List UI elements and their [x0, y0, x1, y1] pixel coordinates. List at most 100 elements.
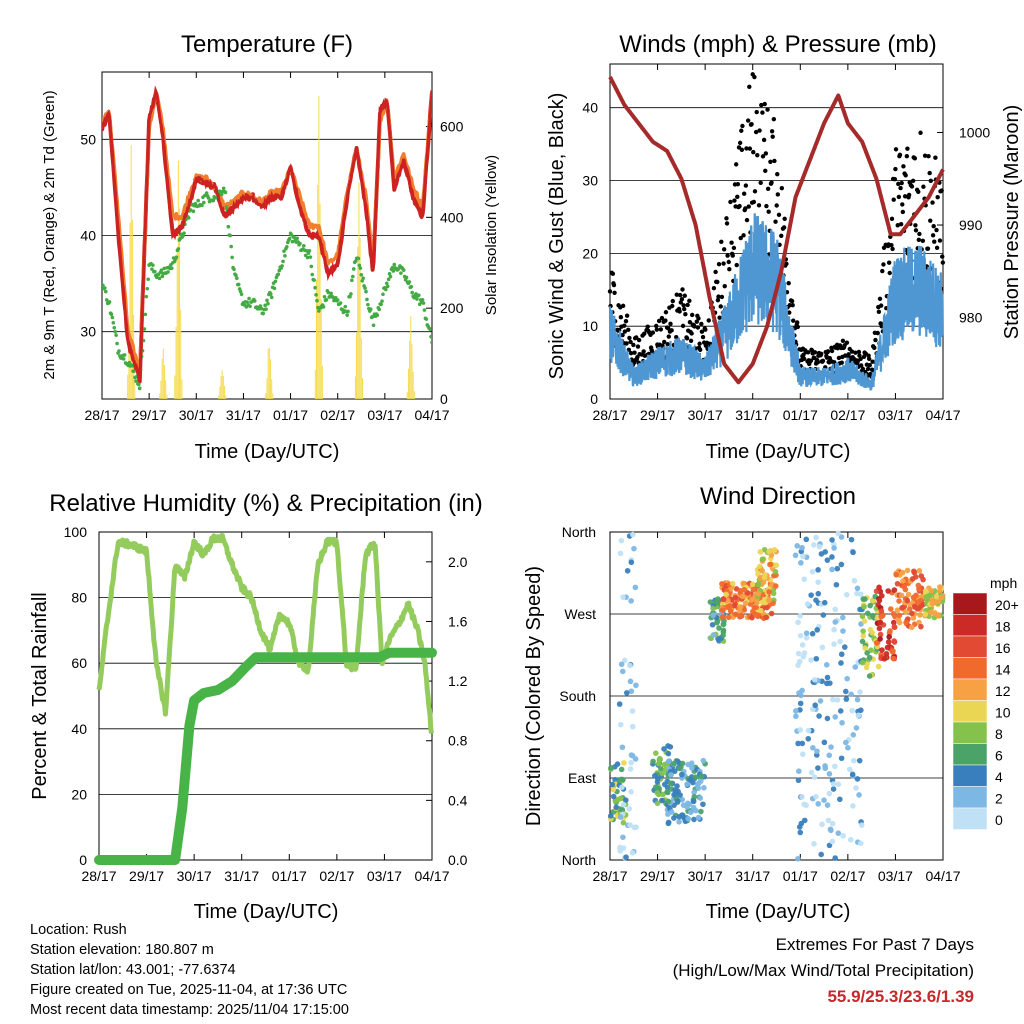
wind-direction-point [627, 766, 634, 772]
wind-gust-point [927, 170, 932, 176]
wind-direction-point [841, 644, 848, 650]
wind-gust-point [760, 110, 765, 115]
wind-gust-point [930, 233, 936, 238]
wind-gust-point [711, 286, 717, 291]
wind-gust-point [877, 296, 883, 301]
wind-gust-point [636, 337, 642, 343]
dewpoint-point [338, 301, 343, 305]
wind-direction-point [671, 760, 677, 767]
wind-direction-point [819, 821, 825, 828]
wind-direction-point [857, 606, 863, 613]
wind-direction-point [696, 780, 702, 786]
wind-direction-point [659, 770, 666, 777]
wind-direction-point [653, 750, 659, 756]
wind-direction-point [618, 776, 625, 783]
dewpoint-point [349, 292, 353, 296]
dewpoint-point [392, 262, 397, 267]
wind-direction-point [857, 689, 863, 695]
wind-gust-point [722, 283, 727, 289]
wind-gust-point [763, 151, 769, 156]
dewpoint-point [371, 323, 376, 328]
wind-direction-point [908, 624, 915, 631]
wind-direction-point [674, 798, 681, 804]
wind-gust-point [658, 327, 664, 332]
wind-direction-point [619, 784, 625, 791]
wind-direction-point [826, 790, 833, 797]
dewpoint-point [287, 236, 292, 241]
dewpoint-point [272, 286, 277, 291]
wind-direction-point [733, 611, 739, 617]
wind-gust-point [682, 293, 687, 298]
colorbar-label: 6 [995, 748, 1003, 764]
wind-direction-point [697, 795, 704, 801]
wind-gust-point [753, 129, 759, 135]
wind-direction-point [820, 612, 827, 618]
wind-direction-point [738, 612, 745, 619]
wind-direction-point [896, 598, 902, 604]
dewpoint-point [277, 268, 282, 273]
wind-direction-point [654, 790, 661, 796]
wind-direction-title: Wind Direction [700, 483, 856, 510]
wind-direction-point [901, 583, 907, 590]
wind-direction-point [628, 598, 634, 604]
x-tick-label: 03/17 [367, 407, 402, 423]
wind-direction-point [618, 537, 625, 544]
wind-direction-point [608, 765, 614, 771]
wind-direction-point [826, 771, 833, 777]
wind-gust-point [695, 325, 701, 330]
colorbar-swatch [952, 786, 988, 809]
y-tick-label: 40 [80, 228, 96, 244]
y2-tick-label: 200 [440, 300, 464, 316]
temp-2m-line-overlay [102, 85, 432, 383]
wind-direction-point [770, 600, 776, 607]
wind-direction-point [620, 834, 626, 841]
dewpoint-point [321, 305, 326, 309]
wind-gust-point [737, 203, 742, 209]
dewpoint-point [226, 224, 231, 229]
dewpoint-point [422, 308, 427, 312]
wind-gust-point [741, 191, 747, 196]
wind-direction-point [891, 638, 897, 644]
dewpoint-point [428, 327, 432, 331]
wind-gust-point [747, 146, 753, 151]
wind-direction-point [830, 786, 837, 792]
wind-direction-point [631, 545, 637, 552]
wind-direction-point [811, 676, 818, 683]
x-tick-label: 04/17 [925, 407, 960, 423]
wind-gust-point [762, 101, 767, 107]
wind-direction-point [891, 587, 898, 593]
wind-direction-point [759, 556, 766, 563]
wind-direction-point [922, 611, 929, 618]
wind-direction-point [623, 797, 629, 803]
wind-direction-point [700, 801, 706, 808]
wind-direction-point [623, 690, 630, 696]
wind-gust-point [787, 310, 792, 315]
wind-direction-point [856, 757, 863, 764]
wind-gust-point [896, 181, 901, 187]
dewpoint-point [162, 266, 167, 271]
wind-gust-point [610, 271, 616, 276]
dewpoint-point [245, 300, 249, 304]
wind-gust-point [898, 185, 903, 191]
dewpoint-point [417, 293, 421, 298]
wind-direction-point [910, 594, 917, 601]
wind-direction-point [633, 824, 639, 830]
wind-direction-point [798, 820, 805, 827]
wind-direction-point [676, 765, 683, 772]
dewpoint-point [107, 300, 112, 304]
dewpoint-point [370, 314, 375, 319]
wind-direction-point [609, 781, 615, 788]
wind-direction-point [805, 735, 812, 742]
wind-direction-point [916, 568, 923, 574]
wind-gust-point [768, 159, 773, 164]
wind-direction-point [864, 610, 871, 617]
dewpoint-point [263, 303, 267, 308]
wind-direction-point [684, 781, 690, 787]
wind-direction-point [914, 599, 921, 606]
y-tick-label: 10 [582, 318, 598, 334]
wind-direction-point [858, 707, 864, 713]
wind-gust-point [905, 146, 910, 151]
wind-direction-point [928, 587, 935, 594]
wind-direction-point [815, 590, 822, 597]
wind-direction-point [797, 632, 804, 639]
